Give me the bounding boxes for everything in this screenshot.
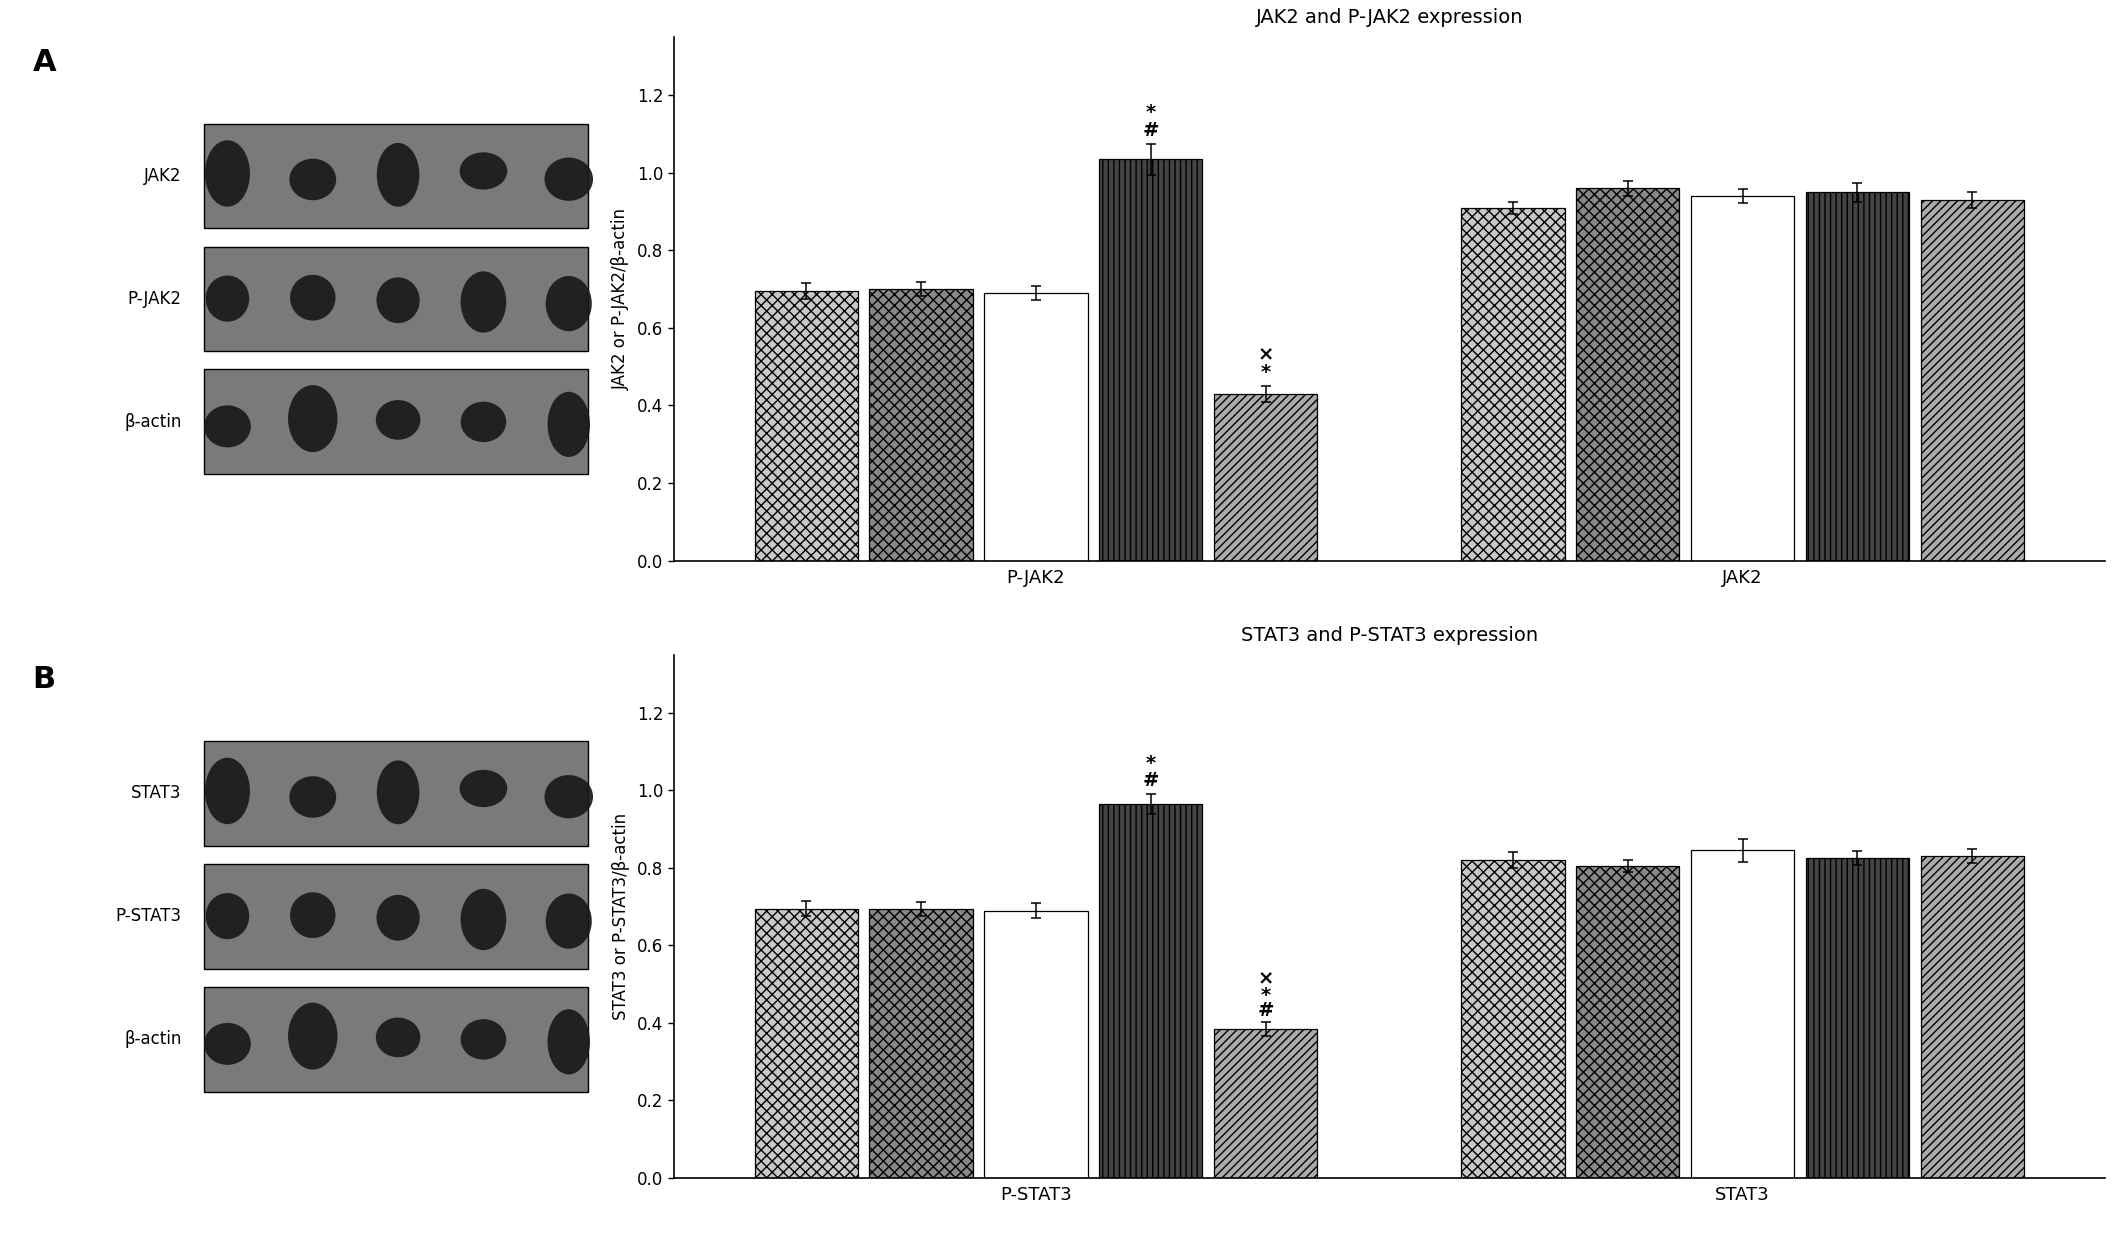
- Ellipse shape: [289, 275, 336, 321]
- Ellipse shape: [204, 1023, 251, 1065]
- Bar: [204, 247, 589, 351]
- Ellipse shape: [376, 760, 419, 825]
- Text: P-STAT3: P-STAT3: [115, 908, 181, 925]
- Ellipse shape: [461, 402, 506, 443]
- Y-axis label: JAK2 or P-JAK2/β-actin: JAK2 or P-JAK2/β-actin: [612, 208, 629, 389]
- Bar: [1461, 208, 1565, 560]
- Text: JAK2: JAK2: [145, 167, 181, 185]
- Bar: [204, 864, 589, 968]
- Bar: [1575, 866, 1680, 1178]
- Bar: [1099, 804, 1203, 1178]
- Bar: [1575, 188, 1680, 560]
- Bar: [1805, 858, 1909, 1178]
- Ellipse shape: [204, 140, 251, 207]
- Text: β-actin: β-actin: [123, 413, 181, 430]
- Ellipse shape: [459, 770, 508, 807]
- Bar: [755, 291, 859, 560]
- Bar: [984, 910, 1089, 1178]
- Bar: [1461, 861, 1565, 1178]
- Ellipse shape: [544, 775, 593, 818]
- Ellipse shape: [206, 275, 249, 321]
- Ellipse shape: [376, 895, 419, 941]
- Ellipse shape: [204, 405, 251, 448]
- Ellipse shape: [376, 1018, 421, 1058]
- Text: #: #: [1142, 122, 1159, 140]
- Ellipse shape: [204, 758, 251, 825]
- Ellipse shape: [289, 893, 336, 939]
- Bar: [204, 742, 589, 846]
- Bar: [204, 987, 589, 1091]
- Ellipse shape: [376, 278, 419, 324]
- Bar: [755, 909, 859, 1178]
- Text: #: #: [1256, 1001, 1273, 1019]
- Text: #: #: [1142, 771, 1159, 790]
- Text: *: *: [1261, 986, 1271, 1006]
- Bar: [1214, 1029, 1318, 1178]
- Bar: [870, 289, 974, 560]
- Bar: [984, 293, 1089, 560]
- Text: ×: ×: [1256, 970, 1273, 988]
- Ellipse shape: [544, 157, 593, 201]
- Ellipse shape: [376, 401, 421, 440]
- Text: P-JAK2: P-JAK2: [128, 290, 181, 308]
- Bar: [1690, 851, 1794, 1178]
- Y-axis label: STAT3 or P-STAT3/β-actin: STAT3 or P-STAT3/β-actin: [612, 812, 629, 1021]
- Ellipse shape: [461, 889, 506, 950]
- Ellipse shape: [461, 1019, 506, 1060]
- Text: ×: ×: [1256, 346, 1273, 365]
- Ellipse shape: [376, 143, 419, 207]
- Title: STAT3 and P-STAT3 expression: STAT3 and P-STAT3 expression: [1242, 626, 1537, 645]
- Bar: [1099, 159, 1203, 560]
- Bar: [1805, 192, 1909, 560]
- Ellipse shape: [289, 776, 336, 817]
- Ellipse shape: [206, 893, 249, 939]
- Text: β-actin: β-actin: [123, 1030, 181, 1048]
- Ellipse shape: [549, 1009, 591, 1074]
- Ellipse shape: [461, 272, 506, 332]
- Ellipse shape: [546, 894, 591, 949]
- Ellipse shape: [287, 386, 338, 453]
- Bar: [1920, 857, 2024, 1178]
- Ellipse shape: [287, 1003, 338, 1070]
- Text: *: *: [1146, 103, 1157, 123]
- Bar: [1920, 200, 2024, 560]
- Bar: [1214, 394, 1318, 560]
- Text: A: A: [32, 47, 55, 77]
- Ellipse shape: [459, 153, 508, 190]
- Ellipse shape: [549, 392, 591, 458]
- Text: STAT3: STAT3: [132, 785, 181, 802]
- Title: JAK2 and P-JAK2 expression: JAK2 and P-JAK2 expression: [1256, 9, 1522, 27]
- Text: *: *: [1146, 754, 1157, 773]
- Ellipse shape: [289, 159, 336, 200]
- Text: B: B: [32, 665, 55, 694]
- Bar: [204, 370, 589, 474]
- Bar: [1690, 196, 1794, 560]
- Ellipse shape: [546, 277, 591, 331]
- Bar: [870, 909, 974, 1178]
- Text: *: *: [1261, 363, 1271, 382]
- Bar: [204, 124, 589, 228]
